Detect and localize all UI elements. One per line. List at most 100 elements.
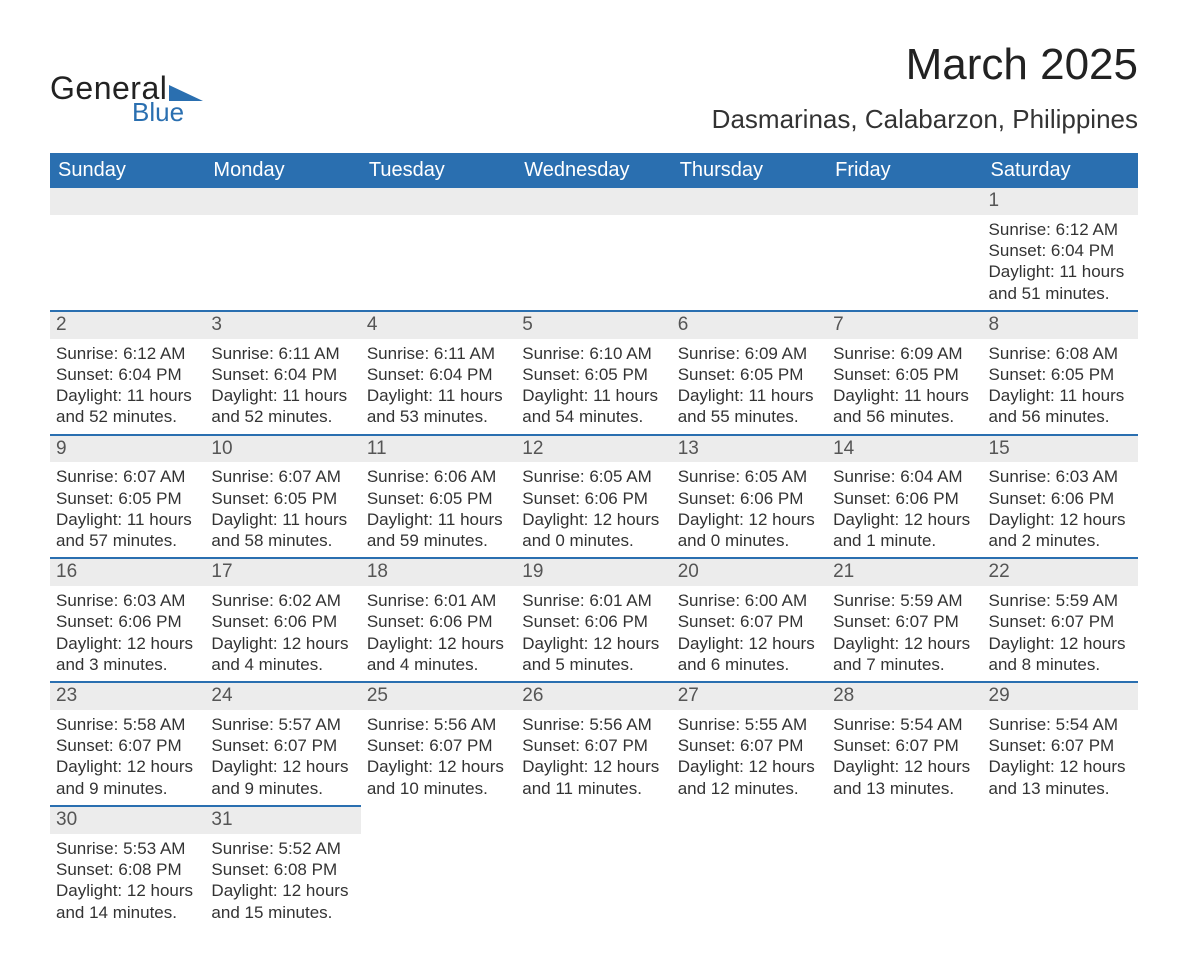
daylight-line1: Daylight: 12 hours [678,509,821,530]
daylight-line2: and 4 minutes. [367,654,510,675]
daylight-line2: and 9 minutes. [211,778,354,799]
day-details: Sunrise: 6:04 AMSunset: 6:06 PMDaylight:… [827,462,982,557]
calendar-cell [983,806,1138,929]
day-number: 16 [50,559,205,586]
sunset-text: Sunset: 6:04 PM [989,240,1132,261]
sunrise-text: Sunrise: 6:02 AM [211,590,354,611]
sunrise-text: Sunrise: 6:03 AM [56,590,199,611]
day-number: 30 [50,807,205,834]
sunset-text: Sunset: 6:05 PM [989,364,1132,385]
daylight-line1: Daylight: 11 hours [989,261,1132,282]
daylight-line2: and 52 minutes. [211,406,354,427]
day-number: 8 [983,312,1138,339]
calendar-cell [361,188,516,311]
sunrise-text: Sunrise: 6:03 AM [989,466,1132,487]
daylight-line1: Daylight: 12 hours [211,880,354,901]
day-details: Sunrise: 5:55 AMSunset: 6:07 PMDaylight:… [672,710,827,805]
day-header: Friday [827,153,982,188]
sunrise-text: Sunrise: 5:56 AM [522,714,665,735]
daylight-line1: Daylight: 11 hours [833,385,976,406]
day-details: Sunrise: 5:54 AMSunset: 6:07 PMDaylight:… [983,710,1138,805]
day-details [50,215,205,225]
calendar-cell: 6Sunrise: 6:09 AMSunset: 6:05 PMDaylight… [672,311,827,435]
calendar-cell: 25Sunrise: 5:56 AMSunset: 6:07 PMDayligh… [361,682,516,806]
sunrise-text: Sunrise: 6:01 AM [367,590,510,611]
daylight-line1: Daylight: 12 hours [56,633,199,654]
day-header: Monday [205,153,360,188]
daylight-line1: Daylight: 12 hours [367,633,510,654]
daylight-line2: and 15 minutes. [211,902,354,923]
sunset-text: Sunset: 6:08 PM [211,859,354,880]
daylight-line1: Daylight: 12 hours [522,633,665,654]
calendar-cell: 29Sunrise: 5:54 AMSunset: 6:07 PMDayligh… [983,682,1138,806]
day-number: 13 [672,436,827,463]
calendar-cell: 19Sunrise: 6:01 AMSunset: 6:06 PMDayligh… [516,558,671,682]
day-number: 14 [827,436,982,463]
calendar-cell: 31Sunrise: 5:52 AMSunset: 6:08 PMDayligh… [205,806,360,929]
daylight-line2: and 13 minutes. [833,778,976,799]
day-details: Sunrise: 6:12 AMSunset: 6:04 PMDaylight:… [983,215,1138,310]
calendar-cell [827,188,982,311]
day-header: Wednesday [516,153,671,188]
sunset-text: Sunset: 6:04 PM [211,364,354,385]
day-details: Sunrise: 5:54 AMSunset: 6:07 PMDaylight:… [827,710,982,805]
daylight-line1: Daylight: 11 hours [56,509,199,530]
calendar-cell: 16Sunrise: 6:03 AMSunset: 6:06 PMDayligh… [50,558,205,682]
sunrise-text: Sunrise: 5:53 AM [56,838,199,859]
calendar-cell: 8Sunrise: 6:08 AMSunset: 6:05 PMDaylight… [983,311,1138,435]
day-details: Sunrise: 6:05 AMSunset: 6:06 PMDaylight:… [516,462,671,557]
day-number: 18 [361,559,516,586]
daylight-line1: Daylight: 11 hours [211,385,354,406]
title-block: March 2025 Dasmarinas, Calabarzon, Phili… [712,40,1138,135]
day-number [516,188,671,215]
day-number: 24 [205,683,360,710]
location-text: Dasmarinas, Calabarzon, Philippines [712,104,1138,135]
sunrise-text: Sunrise: 5:59 AM [989,590,1132,611]
daylight-line2: and 55 minutes. [678,406,821,427]
day-number: 28 [827,683,982,710]
day-number: 15 [983,436,1138,463]
daylight-line1: Daylight: 12 hours [211,756,354,777]
calendar-cell: 11Sunrise: 6:06 AMSunset: 6:05 PMDayligh… [361,435,516,559]
calendar-week-row: 23Sunrise: 5:58 AMSunset: 6:07 PMDayligh… [50,682,1138,806]
daylight-line2: and 1 minute. [833,530,976,551]
brand-word-2: Blue [132,97,203,128]
daylight-line1: Daylight: 11 hours [367,385,510,406]
day-number: 12 [516,436,671,463]
daylight-line1: Daylight: 11 hours [522,385,665,406]
calendar-cell: 20Sunrise: 6:00 AMSunset: 6:07 PMDayligh… [672,558,827,682]
daylight-line1: Daylight: 12 hours [833,509,976,530]
day-details: Sunrise: 6:03 AMSunset: 6:06 PMDaylight:… [50,586,205,681]
day-details: Sunrise: 6:09 AMSunset: 6:05 PMDaylight:… [672,339,827,434]
day-number: 31 [205,807,360,834]
calendar-cell [516,806,671,929]
day-number: 22 [983,559,1138,586]
day-details: Sunrise: 6:06 AMSunset: 6:05 PMDaylight:… [361,462,516,557]
calendar-cell: 10Sunrise: 6:07 AMSunset: 6:05 PMDayligh… [205,435,360,559]
sunrise-text: Sunrise: 6:08 AM [989,343,1132,364]
daylight-line2: and 5 minutes. [522,654,665,675]
sunrise-text: Sunrise: 6:09 AM [833,343,976,364]
daylight-line1: Daylight: 12 hours [989,756,1132,777]
calendar-cell: 1Sunrise: 6:12 AMSunset: 6:04 PMDaylight… [983,188,1138,311]
day-number: 4 [361,312,516,339]
daylight-line2: and 56 minutes. [989,406,1132,427]
sunset-text: Sunset: 6:04 PM [367,364,510,385]
day-number: 21 [827,559,982,586]
sunrise-text: Sunrise: 6:04 AM [833,466,976,487]
day-details [827,215,982,225]
sunset-text: Sunset: 6:06 PM [989,488,1132,509]
day-details: Sunrise: 6:10 AMSunset: 6:05 PMDaylight:… [516,339,671,434]
day-number [983,806,1138,833]
day-details [516,215,671,225]
sunset-text: Sunset: 6:05 PM [522,364,665,385]
sunset-text: Sunset: 6:07 PM [678,611,821,632]
sunset-text: Sunset: 6:06 PM [56,611,199,632]
calendar-cell: 17Sunrise: 6:02 AMSunset: 6:06 PMDayligh… [205,558,360,682]
daylight-line2: and 53 minutes. [367,406,510,427]
day-number: 23 [50,683,205,710]
day-number: 5 [516,312,671,339]
day-details: Sunrise: 6:12 AMSunset: 6:04 PMDaylight:… [50,339,205,434]
sunset-text: Sunset: 6:05 PM [678,364,821,385]
day-number [205,188,360,215]
